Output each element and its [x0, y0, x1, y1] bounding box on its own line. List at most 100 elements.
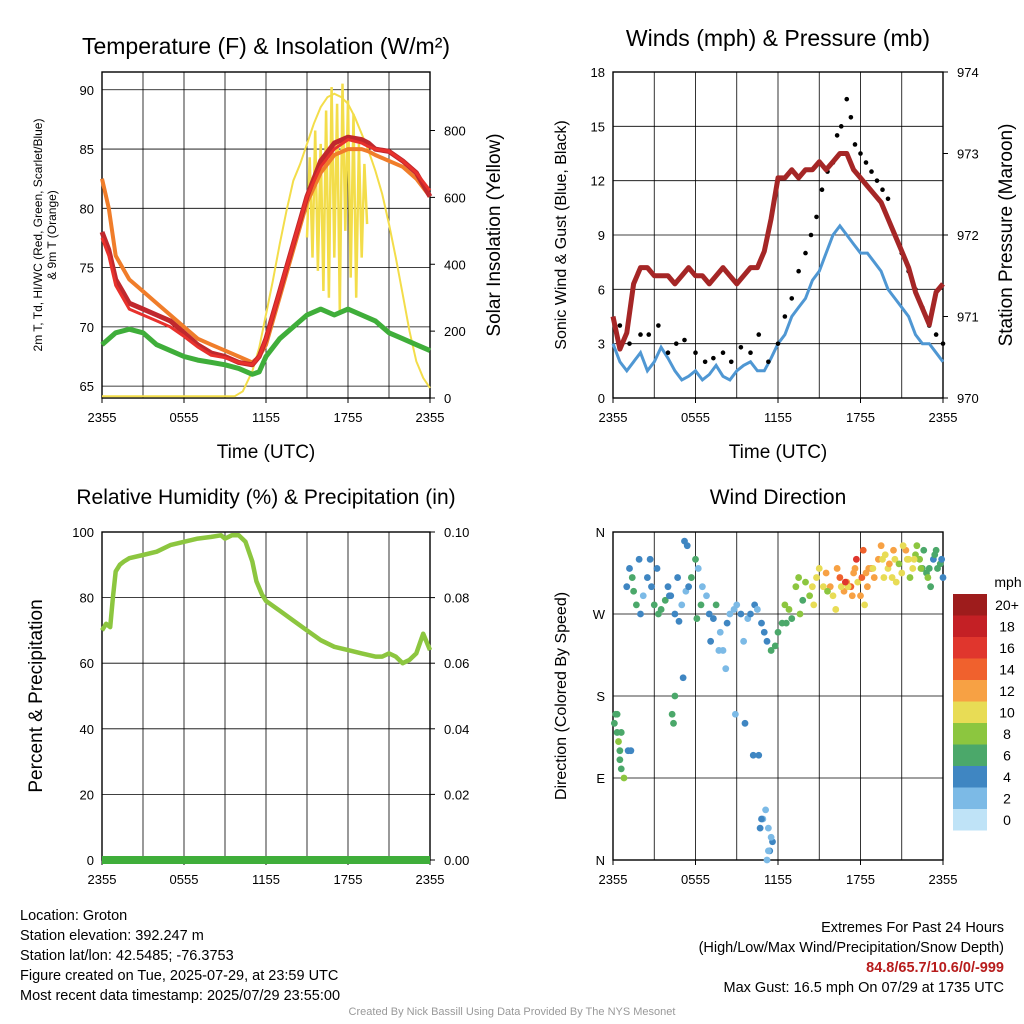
y-tick-label: N — [596, 525, 605, 540]
direction-point — [753, 606, 761, 613]
direction-point — [664, 583, 672, 591]
max-gust-text: Max Gust: 16.5 mph On 07/29 at 1735 UTC — [723, 980, 1004, 996]
direction-point — [934, 565, 941, 572]
direction-point — [630, 587, 638, 595]
direction-point — [626, 565, 633, 572]
direction-point — [903, 555, 911, 563]
gust-point — [782, 314, 788, 319]
gust-point — [702, 359, 708, 365]
direction-point — [781, 601, 789, 609]
direction-point — [679, 674, 687, 682]
y-axis-label: 2m T, Td, HI/WC (Red, Green, Scarlet/Blu… — [31, 119, 45, 352]
direction-point — [861, 601, 869, 609]
extremes-subheading: (High/Low/Max Wind/Precipitation/Snow De… — [698, 940, 1004, 956]
direction-point — [650, 601, 658, 609]
wind-speed-legend: mph 20+ 18 16 14 12 10 8 6 4 2 0 — [953, 574, 1022, 831]
direction-point — [628, 574, 636, 581]
gust-point — [838, 124, 844, 129]
direction-point — [758, 815, 765, 823]
gust-point — [880, 187, 885, 193]
direction-point — [815, 565, 823, 572]
direction-point — [810, 601, 818, 609]
legend-label: 18 — [999, 619, 1015, 635]
direction-point — [891, 555, 899, 563]
gust-point — [728, 359, 734, 365]
direction-point — [627, 747, 635, 755]
direction-point — [763, 856, 771, 864]
y2-tick-label: 400 — [444, 257, 466, 272]
x-tick-label: 2355 — [416, 410, 445, 425]
direction-point — [632, 601, 640, 609]
gust-point — [863, 160, 869, 165]
gust-point — [693, 350, 698, 356]
direction-point — [646, 555, 654, 563]
legend-swatch — [953, 658, 987, 680]
direction-point — [857, 592, 864, 600]
y-tick-label: 65 — [80, 379, 94, 394]
legend-label: 6 — [1003, 748, 1011, 764]
direction-point — [854, 578, 862, 586]
direction-point — [808, 583, 816, 591]
direction-point — [869, 565, 877, 572]
x-tick-label: 2355 — [599, 410, 628, 425]
credit-text: Created By Nick Bassill Using Data Provi… — [348, 1006, 676, 1018]
chart-title: Wind Direction — [710, 486, 847, 509]
direction-point — [890, 546, 897, 554]
y-tick-label: 9 — [598, 228, 605, 243]
gust-point — [775, 341, 781, 346]
y-tick-label: 70 — [80, 320, 94, 335]
x-tick-label: 2355 — [599, 872, 628, 887]
legend-label: 2 — [1003, 791, 1011, 807]
direction-point — [877, 542, 885, 550]
gust-point — [819, 187, 825, 193]
direction-point — [617, 729, 625, 736]
direction-point — [858, 574, 866, 581]
direction-point — [796, 610, 804, 618]
direction-point — [716, 628, 724, 636]
x-tick-label: 1155 — [764, 872, 792, 887]
y2-tick-label: 0.02 — [444, 787, 469, 802]
direction-point — [643, 574, 651, 581]
y2-tick-label: 972 — [957, 228, 979, 243]
direction-point — [851, 565, 859, 572]
direction-point — [771, 642, 779, 650]
direction-point — [712, 601, 720, 609]
direction-point — [705, 610, 713, 618]
direction-point — [648, 583, 655, 591]
direction-point — [833, 565, 841, 572]
direction-point — [822, 569, 830, 577]
y-tick-label: 80 — [80, 591, 94, 606]
legend-label: 4 — [1003, 769, 1011, 785]
direction-point — [898, 569, 906, 577]
direction-point — [670, 719, 677, 727]
direction-point — [879, 555, 886, 563]
x-tick-label: 0555 — [681, 872, 710, 887]
legend-label: 0 — [1003, 812, 1011, 828]
direction-point — [671, 610, 679, 618]
y-tick-label: 3 — [598, 337, 605, 352]
gust-point — [656, 323, 661, 328]
y-tick-label: 12 — [591, 174, 605, 189]
y-tick-label: 20 — [80, 787, 94, 802]
legend-swatch — [953, 809, 987, 831]
legend-swatch — [953, 744, 987, 766]
direction-point — [788, 615, 796, 622]
y-tick-label: 75 — [80, 261, 94, 276]
direction-point — [870, 574, 878, 581]
gust-point — [852, 142, 858, 147]
winds-pressure-chart: 0 3 6 9 12 15 18 2355 0555 1155 1755 2355 970 971 972 9… — [553, 25, 1017, 463]
direction-point — [733, 601, 741, 609]
gust-point — [848, 114, 854, 120]
gust-point — [874, 178, 880, 183]
y2-tick-label: 0.08 — [444, 591, 469, 606]
direction-point — [678, 601, 686, 609]
direction-point — [610, 719, 618, 727]
direction-point — [763, 637, 771, 645]
gust-point — [617, 323, 623, 328]
direction-point — [764, 824, 772, 832]
y-tick-label: W — [593, 607, 606, 622]
y2-tick-label: 973 — [957, 147, 979, 162]
gust-point — [844, 96, 850, 102]
direction-point — [837, 583, 845, 591]
y2-axis-label: Solar Insolation (Yellow) — [484, 133, 505, 336]
